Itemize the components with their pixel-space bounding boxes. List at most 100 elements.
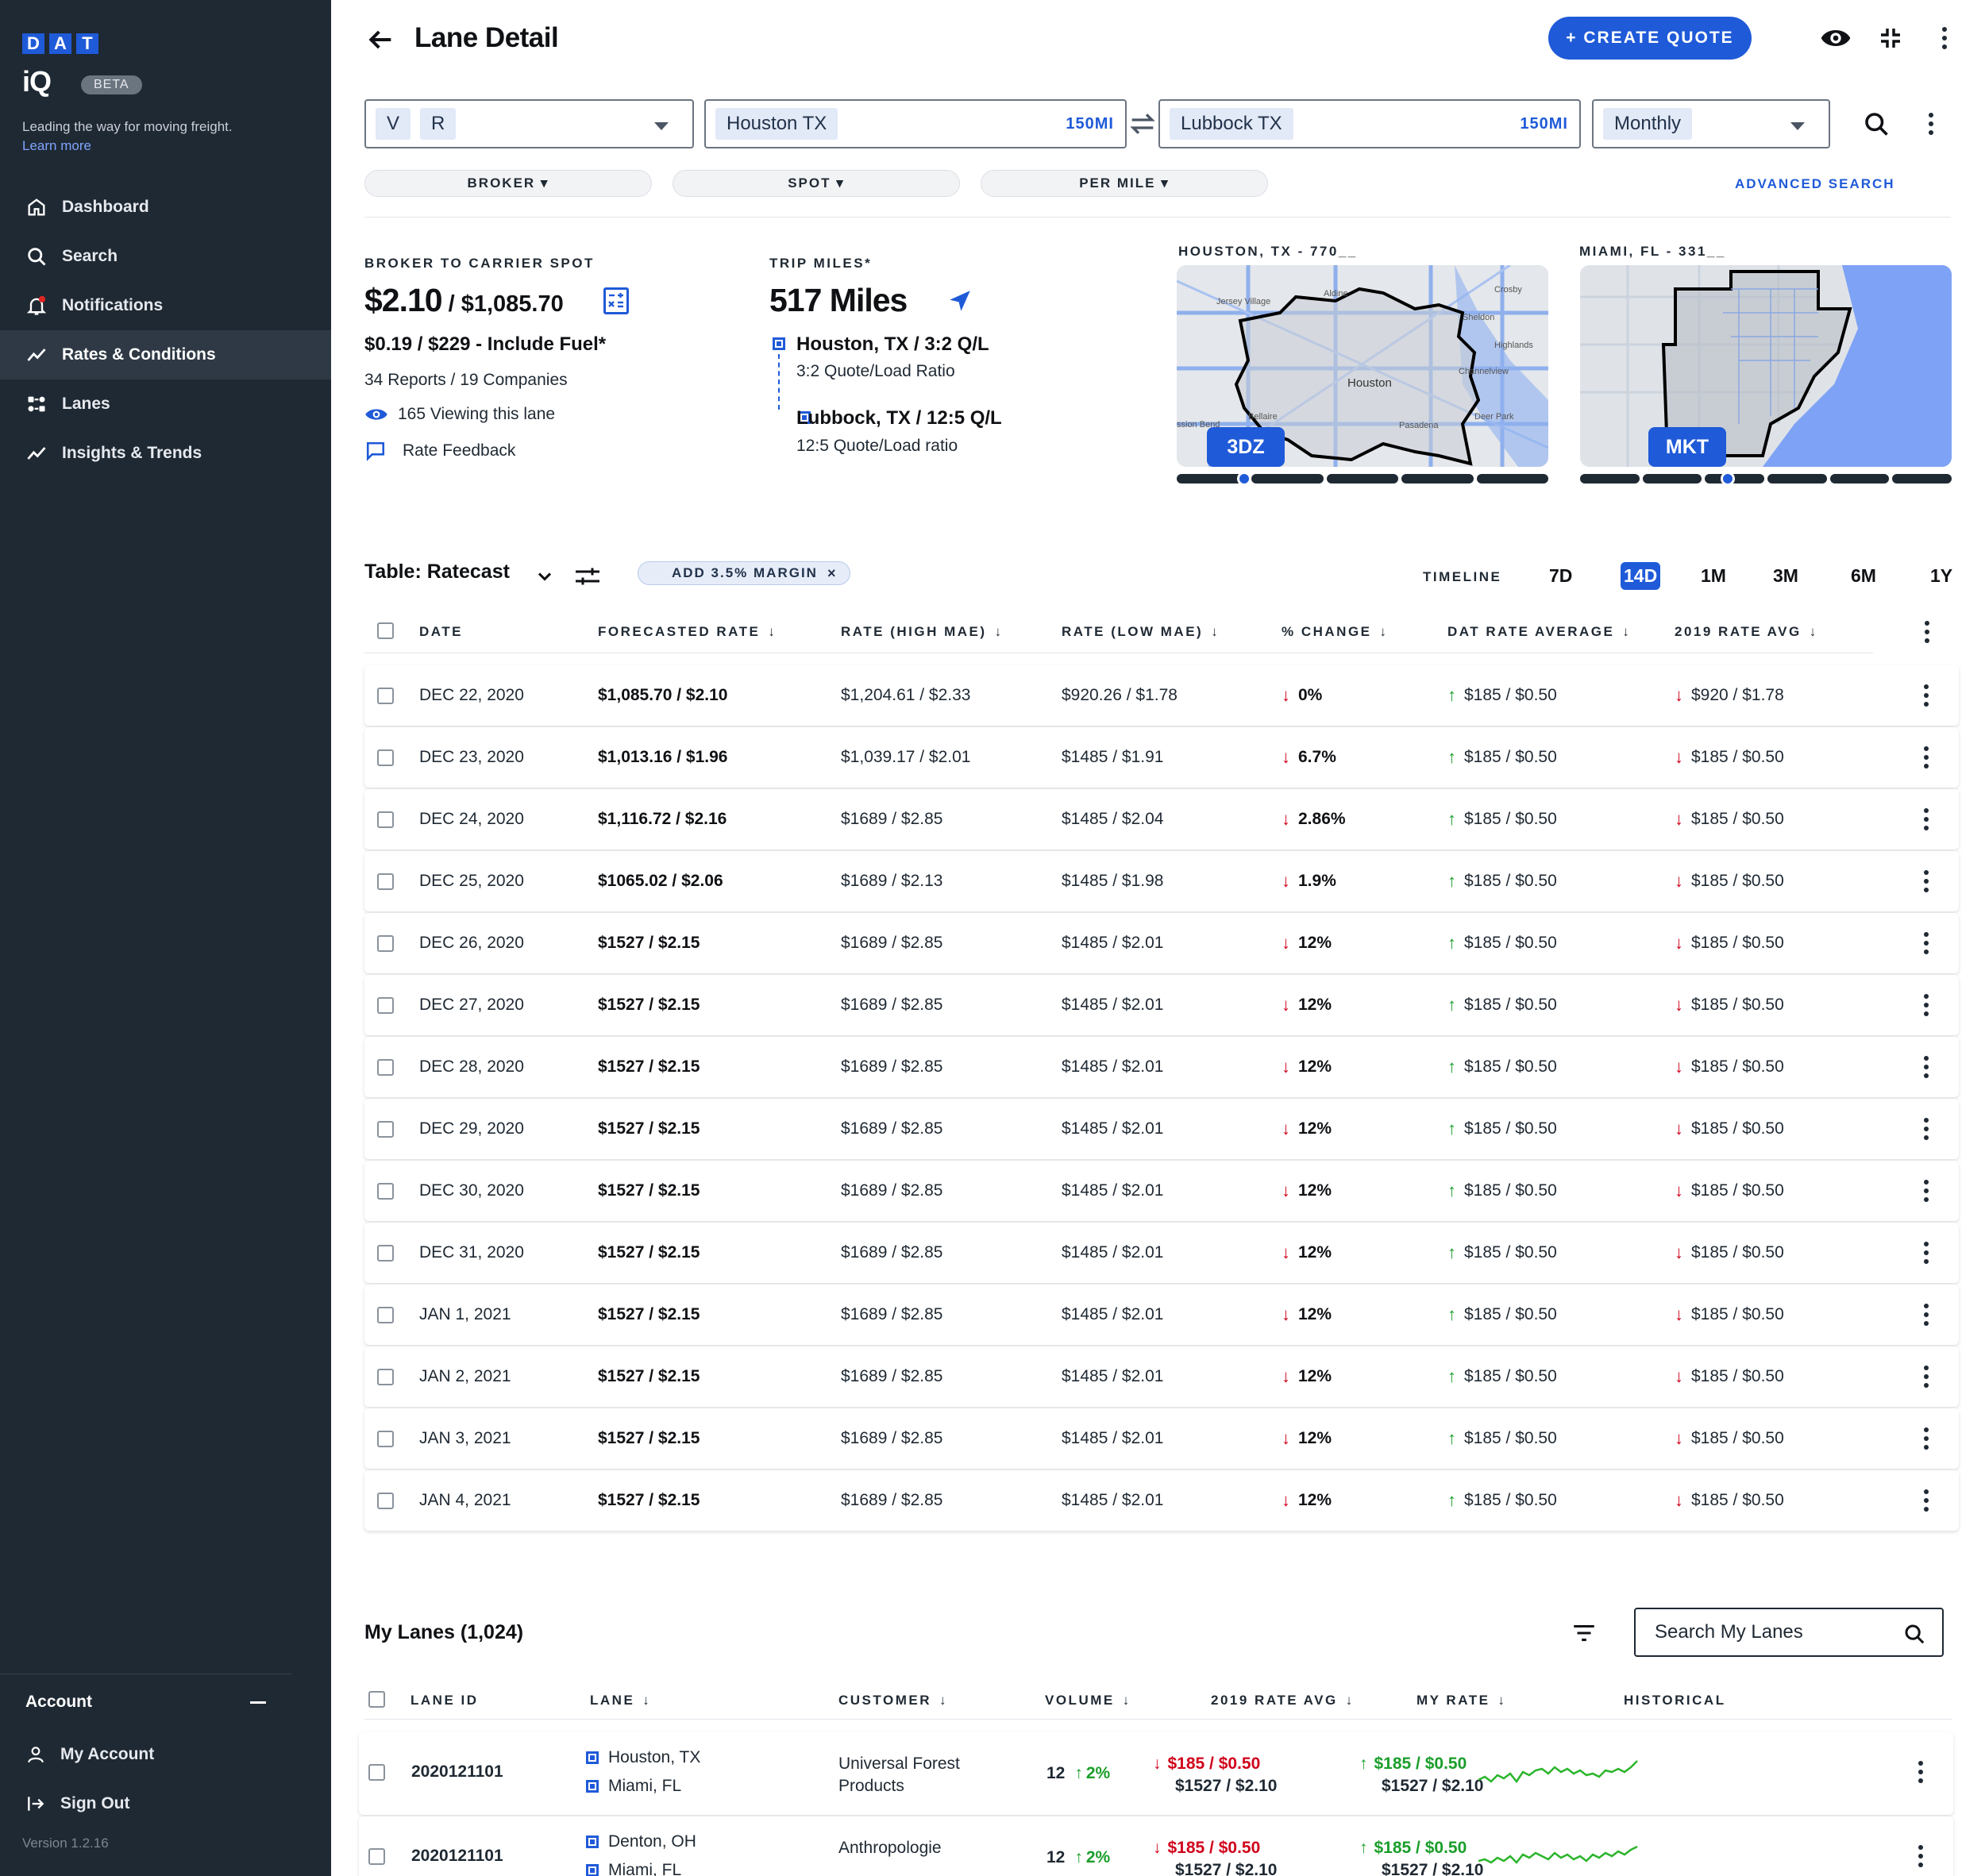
row-options-icon[interactable]: [1924, 727, 1929, 788]
table-row[interactable]: DEC 23, 2020 $1,013.16 / $1.96 $1,039.17 /…: [364, 727, 1959, 788]
sidebar-item-insights-trends[interactable]: Insights & Trends: [0, 429, 331, 478]
lane-options-icon[interactable]: [1918, 1845, 1923, 1867]
sidebar-item-dashboard[interactable]: Dashboard: [0, 183, 331, 232]
row-checkbox[interactable]: [377, 1430, 394, 1447]
row-options-icon[interactable]: [1924, 1161, 1929, 1221]
row-checkbox[interactable]: [377, 1182, 394, 1200]
chevron-down-icon[interactable]: [534, 565, 556, 587]
table-row[interactable]: JAN 3, 2021 $1527 / $2.15 $1689 / $2.85 $14…: [364, 1408, 1959, 1469]
destination-field[interactable]: Lubbock TX 150MI: [1158, 99, 1581, 148]
margin-chip[interactable]: ADD 3.5% MARGIN ×: [638, 561, 851, 585]
lane-options-icon[interactable]: [1918, 1761, 1923, 1783]
timeline-14d[interactable]: 14D: [1621, 562, 1661, 590]
column-lane-id[interactable]: LANE ID: [410, 1693, 479, 1708]
table-row[interactable]: DEC 30, 2020 $1527 / $2.15 $1689 / $2.85 $1…: [364, 1161, 1959, 1221]
row-checkbox[interactable]: [377, 934, 394, 952]
timeline-1m[interactable]: 1M: [1701, 565, 1726, 586]
column-customer[interactable]: CUSTOMER ↓: [838, 1693, 948, 1708]
map-zone-tag[interactable]: 3DZ: [1207, 427, 1285, 467]
row-checkbox[interactable]: [377, 749, 394, 766]
equipment-select[interactable]: V R: [364, 99, 694, 148]
eye-icon[interactable]: [1818, 21, 1853, 56]
table-row[interactable]: DEC 28, 2020 $1527 / $2.15 $1689 / $2.85 $1…: [364, 1037, 1959, 1097]
column-2019-rate-avg[interactable]: 2019 RATE AVG ↓: [1211, 1693, 1355, 1708]
column-lane[interactable]: LANE ↓: [590, 1693, 651, 1708]
column-2019-average[interactable]: 2019 RATE AVG ↓: [1675, 624, 1818, 640]
origin-zone-slider[interactable]: [1177, 472, 1549, 486]
table-row[interactable]: DEC 25, 2020 $1065.02 / $2.06 $1689 / $2.1…: [364, 851, 1959, 911]
column-rate-high[interactable]: RATE (HIGH MAE) ↓: [841, 624, 1004, 640]
column-dat-average[interactable]: DAT RATE AVERAGE ↓: [1447, 624, 1631, 640]
table-row[interactable]: DEC 27, 2020 $1527 / $2.15 $1689 / $2.85 $1…: [364, 975, 1959, 1035]
search-my-lanes-input[interactable]: Search My Lanes: [1634, 1608, 1944, 1657]
rate-feedback-link[interactable]: Rate Feedback: [364, 441, 515, 461]
row-checkbox[interactable]: [377, 1368, 394, 1385]
destination-radius[interactable]: 150MI: [1520, 114, 1568, 133]
row-options-icon[interactable]: [1924, 665, 1929, 726]
origin-chip[interactable]: Houston TX: [715, 108, 838, 140]
sidebar-item-rates-conditions[interactable]: Rates & Conditions: [0, 330, 331, 379]
learn-more-link[interactable]: Learn more: [22, 138, 91, 153]
swap-icon[interactable]: [1127, 108, 1158, 140]
filter-icon[interactable]: [1570, 1620, 1598, 1647]
timeline-7d[interactable]: 7D: [1549, 565, 1573, 586]
frequency-select[interactable]: Monthly: [1592, 99, 1830, 148]
row-checkbox[interactable]: [377, 873, 394, 890]
spot-filter[interactable]: SPOT ▾: [673, 170, 960, 197]
column-rate-low[interactable]: RATE (LOW MAE) ↓: [1062, 624, 1220, 640]
sidebar-item-search[interactable]: Search: [0, 232, 331, 281]
row-checkbox[interactable]: [368, 1848, 385, 1865]
row-checkbox[interactable]: [368, 1764, 385, 1781]
select-all-lanes-checkbox[interactable]: [368, 1691, 385, 1708]
table-row[interactable]: JAN 4, 2021 $1527 / $2.15 $1689 / $2.85 $14…: [364, 1470, 1959, 1531]
column-volume[interactable]: VOLUME ↓: [1045, 1693, 1131, 1708]
row-checkbox[interactable]: [377, 996, 394, 1014]
column-my-rate[interactable]: MY RATE ↓: [1416, 1693, 1506, 1708]
search-more-icon[interactable]: [1914, 106, 1948, 141]
frequency-chip[interactable]: Monthly: [1603, 108, 1693, 140]
column-forecasted-rate[interactable]: FORECASTED RATE ↓: [598, 624, 777, 640]
row-options-icon[interactable]: [1924, 1408, 1929, 1469]
origin-map[interactable]: Houston Jersey Village Aldine Crosby She…: [1177, 265, 1548, 467]
per-mile-filter[interactable]: PER MILE ▾: [981, 170, 1268, 197]
more-options-icon[interactable]: [1927, 21, 1962, 56]
column-date[interactable]: DATE: [419, 624, 463, 640]
timeline-1y[interactable]: 1Y: [1930, 565, 1953, 586]
column-change[interactable]: % CHANGE ↓: [1282, 624, 1389, 640]
sidebar-item-lanes[interactable]: Lanes: [0, 379, 331, 429]
table-options-icon[interactable]: [1925, 621, 1929, 643]
destination-chip[interactable]: Lubbock TX: [1170, 108, 1293, 140]
row-checkbox[interactable]: [377, 687, 394, 704]
collapse-view-icon[interactable]: [1873, 21, 1908, 56]
create-quote-button[interactable]: + CREATE QUOTE: [1548, 17, 1752, 60]
row-options-icon[interactable]: [1924, 1099, 1929, 1159]
equipment-chip[interactable]: V: [376, 108, 411, 140]
row-options-icon[interactable]: [1924, 789, 1929, 849]
table-row[interactable]: DEC 31, 2020 $1527 / $2.15 $1689 / $2.85 $1…: [364, 1223, 1959, 1283]
sidebar-item-notifications[interactable]: Notifications: [0, 281, 331, 330]
broker-filter[interactable]: BROKER ▾: [364, 170, 652, 197]
origin-field[interactable]: Houston TX 150MI: [704, 99, 1127, 148]
equipment-chip[interactable]: R: [420, 108, 457, 140]
close-icon[interactable]: ×: [827, 564, 838, 581]
row-options-icon[interactable]: [1924, 851, 1929, 911]
table-row[interactable]: DEC 29, 2020 $1527 / $2.15 $1689 / $2.85 $1…: [364, 1099, 1959, 1159]
row-checkbox[interactable]: [377, 1120, 394, 1138]
sign-out-link[interactable]: Sign Out: [0, 1779, 291, 1828]
table-row[interactable]: JAN 2, 2021 $1527 / $2.15 $1689 / $2.85 $14…: [364, 1346, 1959, 1407]
search-icon[interactable]: [1902, 1622, 1926, 1646]
account-toggle[interactable]: Account: [0, 1674, 291, 1730]
row-options-icon[interactable]: [1924, 1285, 1929, 1345]
row-options-icon[interactable]: [1924, 1037, 1929, 1097]
table-row[interactable]: DEC 24, 2020 $1,116.72 / $2.16 $1689 / $2.…: [364, 789, 1959, 849]
row-options-icon[interactable]: [1924, 975, 1929, 1035]
row-checkbox[interactable]: [377, 1306, 394, 1323]
dat-logo[interactable]: D A T: [22, 33, 98, 54]
table-row[interactable]: JAN 1, 2021 $1527 / $2.15 $1689 / $2.85 $14…: [364, 1285, 1959, 1345]
map-zone-tag[interactable]: MKT: [1648, 427, 1726, 467]
row-checkbox[interactable]: [377, 1244, 394, 1262]
origin-radius[interactable]: 150MI: [1066, 114, 1114, 133]
column-historical[interactable]: HISTORICAL: [1624, 1693, 1726, 1708]
row-options-icon[interactable]: [1924, 1223, 1929, 1283]
destination-zone-slider[interactable]: [1580, 472, 1952, 486]
